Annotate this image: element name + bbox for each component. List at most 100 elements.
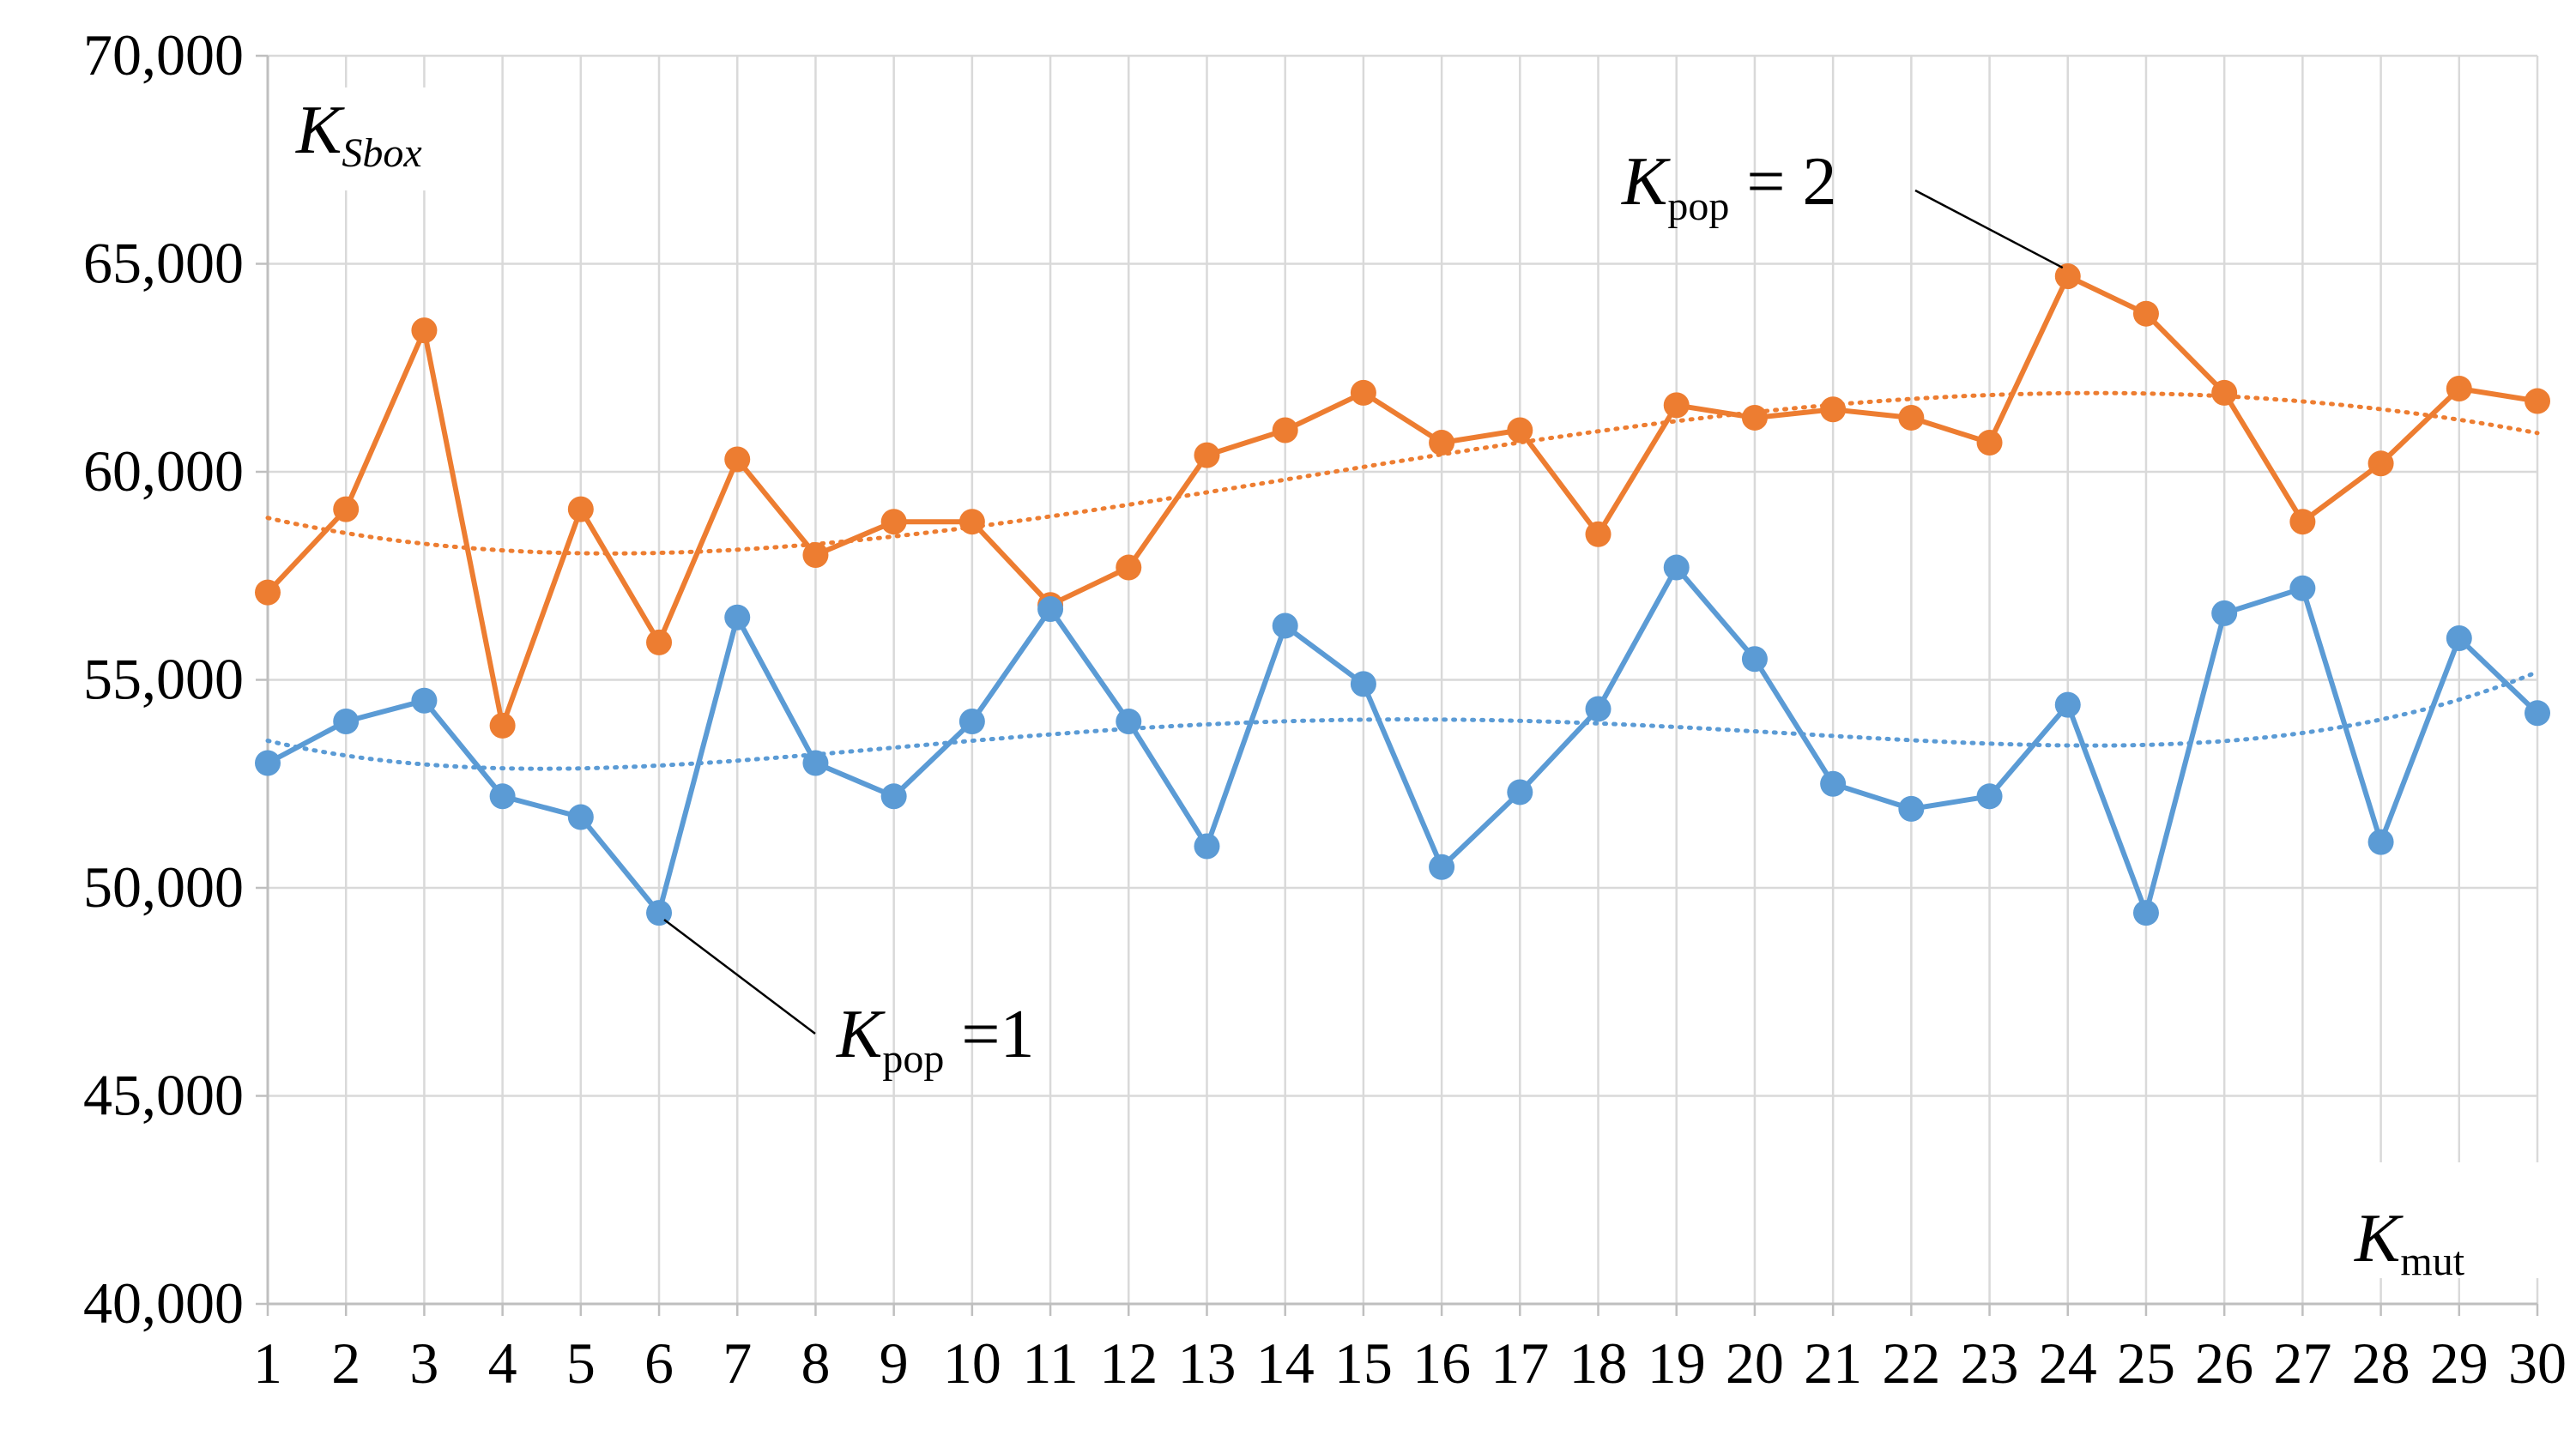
data-point bbox=[1037, 596, 1064, 623]
axes bbox=[256, 54, 2539, 1316]
x-tick-label: 29 bbox=[2430, 1330, 2488, 1396]
x-axis-label-sub: mut bbox=[2400, 1239, 2464, 1284]
data-point bbox=[2289, 575, 2316, 601]
data-point bbox=[489, 783, 516, 810]
x-tick-label: 16 bbox=[1412, 1330, 1471, 1396]
data-point bbox=[2132, 900, 2159, 926]
data-point bbox=[1898, 404, 1925, 431]
data-point bbox=[567, 496, 594, 522]
x-tick-labels: 1 2 3 4 5 6 7 8 9 10 11 12 13 14 15 16 17 18 19 20 21 22 23 24 2… bbox=[253, 1330, 2567, 1396]
data-point bbox=[724, 446, 751, 473]
x-tick-label: 22 bbox=[1882, 1330, 1940, 1396]
series-annotations: Kpop = 2 Kpop =1 bbox=[663, 144, 2064, 1082]
axis-labels: KSbox Kmut bbox=[295, 87, 2543, 1284]
trendline-series-1 bbox=[265, 390, 2540, 556]
x-tick-label: 2 bbox=[331, 1330, 360, 1396]
x-tick-label: 18 bbox=[1569, 1330, 1628, 1396]
annotation-kpop1-main: K bbox=[836, 997, 886, 1072]
x-tick-label: 4 bbox=[488, 1330, 517, 1396]
data-point bbox=[1741, 646, 1768, 673]
data-point bbox=[567, 804, 594, 830]
x-tick-label: 13 bbox=[1177, 1330, 1236, 1396]
data-point bbox=[724, 604, 751, 631]
data-point bbox=[2054, 691, 2081, 718]
x-tick-label: 9 bbox=[880, 1330, 909, 1396]
data-point bbox=[1976, 783, 2003, 810]
y-tick-label: 40,000 bbox=[83, 1270, 244, 1336]
annotation-kpop2: Kpop = 2 bbox=[1621, 144, 1836, 229]
series-line-1 bbox=[265, 274, 2538, 728]
data-point bbox=[1429, 430, 1455, 456]
data-point bbox=[1116, 709, 1142, 734]
data-point bbox=[880, 783, 907, 810]
data-point bbox=[2446, 625, 2472, 651]
data-point bbox=[1194, 442, 1220, 468]
y-tick-label: 60,000 bbox=[83, 438, 244, 504]
data-point bbox=[1194, 833, 1220, 860]
y-tick-label: 55,000 bbox=[83, 647, 244, 712]
data-point bbox=[255, 579, 281, 606]
data-point bbox=[1585, 521, 1612, 547]
x-tick-label: 12 bbox=[1099, 1330, 1158, 1396]
y-axis-label: KSbox bbox=[295, 93, 422, 176]
trendline-series-2 bbox=[265, 669, 2540, 771]
data-point bbox=[802, 750, 829, 776]
annotation-kpop2-rest: = 2 bbox=[1729, 144, 1836, 220]
data-point bbox=[255, 750, 281, 776]
data-point bbox=[1116, 554, 1142, 581]
data-point bbox=[2211, 600, 2238, 626]
data-point bbox=[2525, 700, 2550, 727]
x-tick-label: 27 bbox=[2273, 1330, 2331, 1396]
data-point bbox=[2446, 376, 2472, 401]
x-axis-label-main: K bbox=[2354, 1201, 2404, 1276]
data-point bbox=[1272, 612, 1298, 639]
annotation-kpop2-sub: pop bbox=[1667, 184, 1729, 229]
annotation-leader-kpop1 bbox=[663, 919, 816, 1035]
series-lines bbox=[265, 274, 2540, 916]
data-point bbox=[1663, 392, 1690, 419]
y-tick-label: 50,000 bbox=[83, 854, 244, 920]
annotation-kpop2-main: K bbox=[1621, 144, 1671, 220]
trendlines bbox=[265, 390, 2540, 771]
series-line-2 bbox=[266, 564, 2540, 916]
data-point bbox=[1507, 779, 1533, 805]
data-point bbox=[411, 687, 438, 714]
data-point bbox=[1820, 770, 1847, 797]
x-tick-label: 20 bbox=[1726, 1330, 1784, 1396]
x-tick-label: 1 bbox=[253, 1330, 282, 1396]
data-point bbox=[880, 509, 907, 535]
data-point bbox=[802, 542, 829, 568]
data-point bbox=[1429, 854, 1455, 880]
x-tick-label: 26 bbox=[2195, 1330, 2253, 1396]
data-point bbox=[1741, 404, 1768, 431]
annotation-leader-kpop2 bbox=[1914, 189, 2064, 269]
data-point bbox=[2211, 379, 2238, 406]
x-tick-label: 11 bbox=[1022, 1330, 1078, 1396]
data-point bbox=[1898, 795, 1925, 822]
data-point bbox=[333, 709, 360, 734]
x-tick-label: 3 bbox=[409, 1330, 438, 1396]
data-point bbox=[2289, 509, 2316, 535]
data-point bbox=[489, 712, 516, 739]
y-tick-label: 45,000 bbox=[83, 1063, 244, 1128]
x-tick-label: 17 bbox=[1491, 1330, 1549, 1396]
data-point bbox=[1820, 396, 1847, 423]
data-point bbox=[2132, 300, 2159, 327]
data-point bbox=[1663, 554, 1690, 581]
x-tick-label: 19 bbox=[1648, 1330, 1706, 1396]
y-tick-label: 65,000 bbox=[83, 231, 244, 296]
x-tick-label: 25 bbox=[2117, 1330, 2175, 1396]
y-axis-label-sub: Sbox bbox=[342, 130, 421, 176]
x-tick-label: 5 bbox=[566, 1330, 596, 1396]
annotation-kpop1-sub: pop bbox=[882, 1036, 944, 1082]
data-point bbox=[2367, 450, 2394, 477]
x-tick-label: 15 bbox=[1334, 1330, 1393, 1396]
annotation-kpop1-rest: =1 bbox=[944, 997, 1034, 1072]
y-tick-label: 70,000 bbox=[83, 22, 244, 87]
data-point bbox=[2525, 388, 2550, 414]
data-point bbox=[646, 900, 673, 926]
data-point bbox=[333, 496, 360, 522]
series-markers bbox=[255, 263, 2550, 926]
data-point bbox=[411, 317, 438, 344]
data-point bbox=[1350, 671, 1376, 697]
